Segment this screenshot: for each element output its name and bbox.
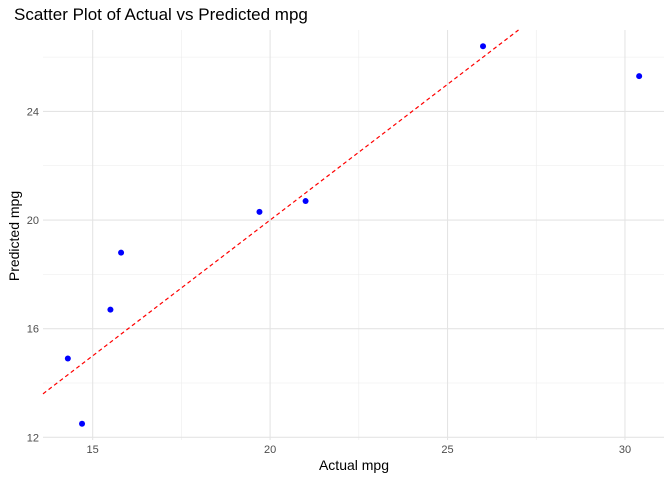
- data-point: [64, 355, 71, 362]
- x-tick-label: 30: [619, 444, 631, 456]
- reference-line: [42, 29, 519, 395]
- data-point: [79, 420, 86, 427]
- x-axis-ticks: 15 20 25 30: [87, 444, 632, 456]
- data-points: [64, 43, 643, 427]
- x-tick-label: 15: [87, 444, 99, 456]
- data-point: [118, 249, 125, 256]
- y-axis-label: Predicted mpg: [6, 191, 22, 281]
- y-tick-label: 16: [27, 324, 39, 336]
- data-point: [256, 208, 263, 215]
- x-axis-label: Actual mpg: [319, 457, 389, 473]
- data-point: [107, 306, 114, 313]
- x-tick-label: 20: [264, 444, 276, 456]
- y-tick-label: 24: [27, 106, 39, 118]
- major-gridlines: [43, 30, 664, 440]
- y-tick-label: 12: [27, 432, 39, 444]
- data-point: [480, 43, 487, 50]
- x-tick-label: 25: [441, 444, 453, 456]
- reference-line-group: [42, 29, 519, 395]
- data-point: [636, 73, 643, 80]
- chart-title: Scatter Plot of Actual vs Predicted mpg: [14, 5, 308, 24]
- y-tick-label: 20: [27, 215, 39, 227]
- minor-gridlines: [43, 30, 664, 440]
- data-point: [302, 198, 309, 205]
- y-axis-ticks: 12 16 20 24: [27, 106, 39, 444]
